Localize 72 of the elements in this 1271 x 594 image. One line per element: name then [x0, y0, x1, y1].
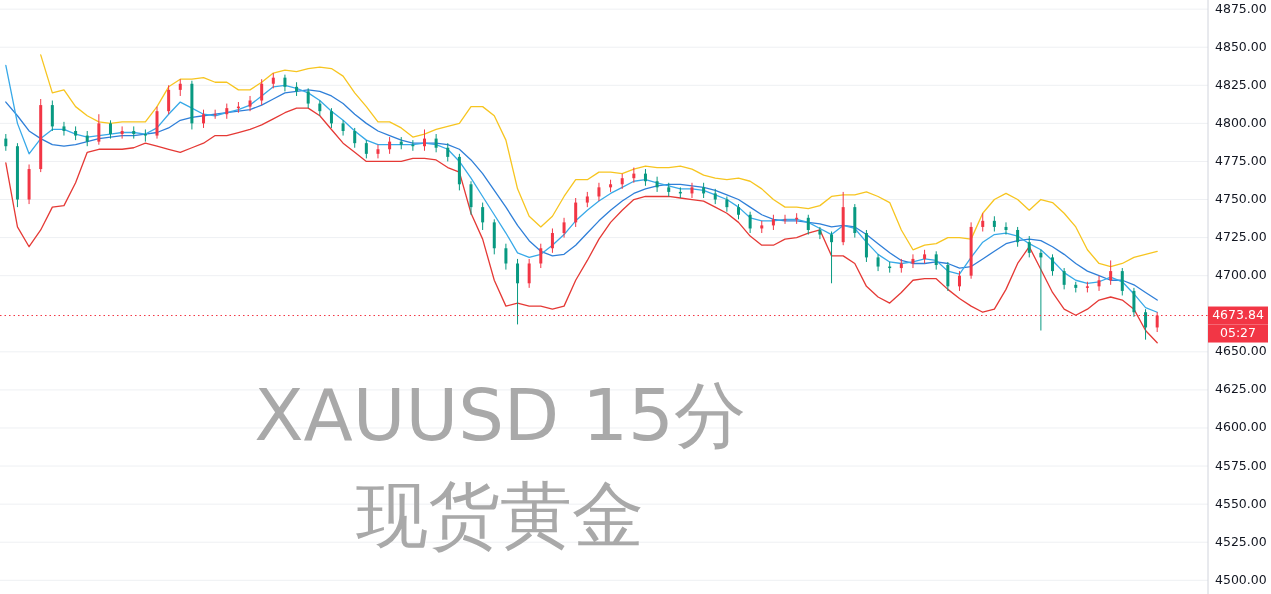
- candlestick: [120, 125, 124, 140]
- candlestick: [830, 231, 834, 284]
- candlestick: [260, 78, 264, 106]
- candlestick: [364, 139, 368, 159]
- candlestick: [341, 119, 345, 137]
- candlestick: [1062, 267, 1066, 290]
- line-series: [5, 107, 1158, 344]
- candlestick: [1120, 267, 1124, 296]
- candlestick: [1027, 235, 1031, 258]
- candlestick: [783, 214, 787, 225]
- candlestick: [748, 211, 752, 234]
- candlestick: [516, 258, 520, 325]
- candlestick: [957, 270, 961, 292]
- candlestick: [539, 243, 543, 269]
- y-tick-label: 4800.00: [1215, 114, 1267, 130]
- candlestick: [423, 128, 426, 152]
- candlestick: [690, 182, 694, 199]
- candlestick: [50, 100, 54, 132]
- y-tick-label: 4575.00: [1215, 457, 1267, 473]
- candlestick: [562, 217, 566, 239]
- candlestick: [574, 197, 578, 228]
- y-tick-label: 4725.00: [1215, 229, 1267, 245]
- candlestick: [329, 107, 333, 129]
- candlestick: [504, 243, 508, 271]
- candlestick: [946, 261, 950, 292]
- line-series: [40, 54, 1158, 268]
- candlestick: [434, 133, 438, 153]
- y-tick-label: 4750.00: [1215, 191, 1267, 207]
- candlestick: [248, 95, 252, 112]
- ref-line-label: 4673.84: [1212, 307, 1264, 323]
- candlestick: [725, 195, 729, 213]
- y-tick-label: 4650.00: [1215, 343, 1267, 359]
- candlestick: [62, 121, 66, 137]
- candlestick: [353, 127, 357, 149]
- candlestick: [167, 84, 171, 115]
- candlestick: [202, 109, 206, 129]
- candlestick: [806, 214, 810, 236]
- candlestick: [1004, 221, 1008, 236]
- candlestick: [1097, 275, 1101, 292]
- y-tick-label: 4625.00: [1215, 381, 1267, 397]
- candlestick: [376, 144, 380, 159]
- y-tick-label: 4850.00: [1215, 38, 1267, 54]
- y-tick-label: 4500.00: [1215, 571, 1267, 587]
- candlestick: [108, 119, 112, 140]
- candlestick: [1109, 259, 1113, 286]
- y-tick-label: 4775.00: [1215, 152, 1267, 168]
- text: 05:27: [1219, 325, 1257, 341]
- y-tick-label: 4825.00: [1215, 76, 1267, 92]
- candlestick: [934, 250, 938, 271]
- y-tick-label: 4550.00: [1215, 495, 1267, 511]
- candlestick: [981, 212, 985, 233]
- candlestick: [1132, 287, 1136, 318]
- y-tick-label: 4875.00: [1215, 0, 1267, 16]
- candlestick: [550, 227, 554, 254]
- candlestick: [1144, 308, 1148, 341]
- candlestick: [1016, 226, 1020, 248]
- candlestick: [469, 180, 473, 216]
- candlestick: [446, 142, 450, 162]
- y-tick-label: 4525.00: [1215, 533, 1267, 549]
- candlestick: [97, 113, 101, 146]
- y-tick-label: 4600.00: [1215, 419, 1267, 435]
- candlestick: [597, 182, 601, 202]
- candlestick: [306, 87, 310, 109]
- candlestick: [527, 258, 531, 289]
- candlestick: [818, 226, 822, 240]
- candlestick: [1051, 253, 1055, 277]
- candlestick: [481, 202, 485, 231]
- y-tick-label: 4700.00: [1215, 267, 1267, 283]
- candlestick: [655, 176, 659, 193]
- text: 现货黄金: [356, 473, 644, 557]
- text: XAUUSD 15分: [254, 373, 746, 457]
- candlestick: [143, 128, 147, 143]
